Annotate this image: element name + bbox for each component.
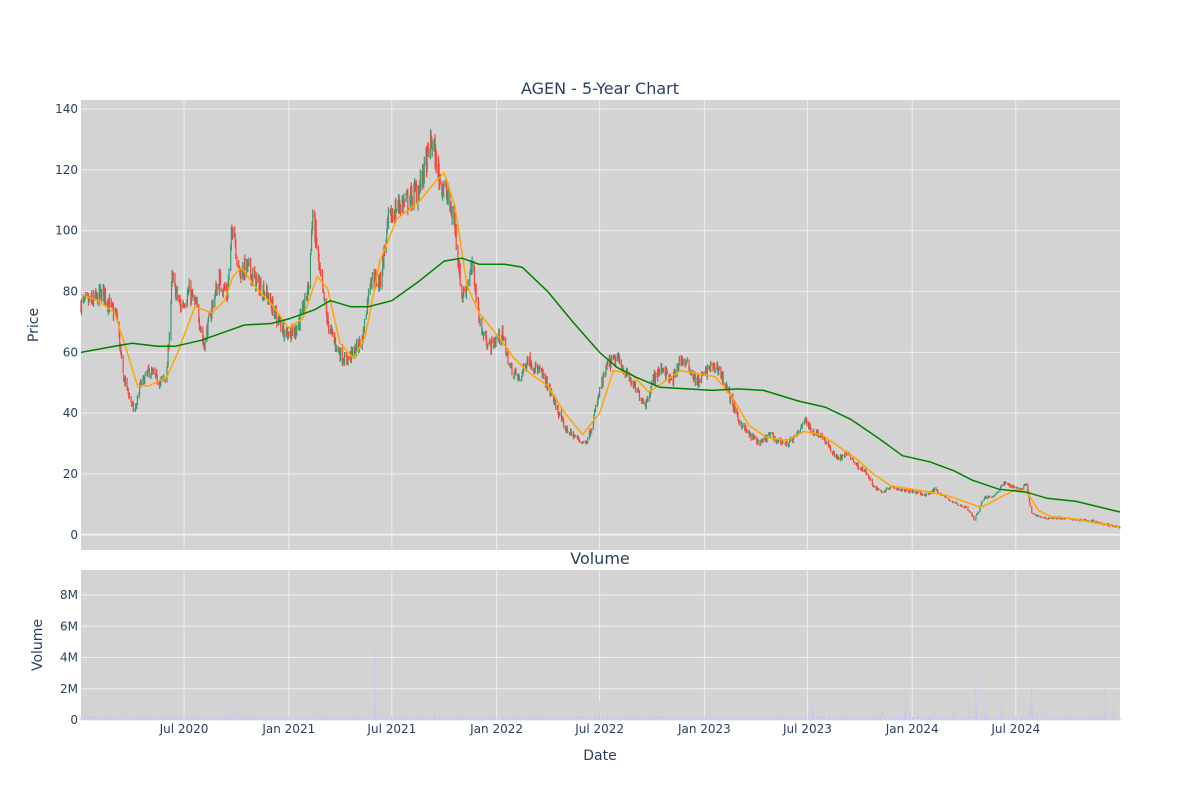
price-axis-label: Price (26, 308, 42, 342)
price-tick-label: 40 (63, 406, 78, 420)
price-chart-title: AGEN - 5-Year Chart (521, 79, 679, 98)
price-tick-label: 100 (55, 224, 78, 238)
x-tick-label: Jul 2020 (159, 722, 209, 736)
moving-average-short-line (80, 171, 1121, 528)
price-plot-area (81, 100, 1120, 550)
candlestick-series (80, 128, 1121, 529)
x-tick-label: Jan 2024 (885, 722, 939, 736)
volume-axis-label: Volume (30, 619, 46, 671)
volume-tick-label: 8M (60, 588, 78, 602)
volume-plot-area (81, 570, 1120, 720)
price-tick-label: 120 (55, 163, 78, 177)
price-tick-label: 140 (55, 102, 78, 116)
x-tick-label: Jul 2024 (990, 722, 1040, 736)
volume-tick-label: 2M (60, 682, 78, 696)
x-tick-label: Jul 2022 (574, 722, 624, 736)
price-tick-label: 80 (63, 285, 78, 299)
chart-marks (80, 128, 1121, 720)
volume-tick-label: 4M (60, 651, 78, 665)
x-tick-label: Jul 2021 (366, 722, 416, 736)
chart-grid (81, 100, 1120, 721)
price-tick-label: 60 (63, 345, 78, 359)
x-tick-label: Jan 2022 (469, 722, 523, 736)
x-tick-label: Jul 2023 (782, 722, 832, 736)
volume-tick-label: 0 (70, 713, 78, 727)
price-tick-label: 0 (70, 528, 78, 542)
price-tick-label: 20 (63, 467, 78, 481)
volume-chart-title: Volume (570, 549, 630, 568)
volume-tick-label: 6M (60, 619, 78, 633)
volume-series (80, 646, 1121, 720)
moving-average-long-line (80, 257, 1121, 513)
x-tick-label: Jan 2023 (677, 722, 731, 736)
x-axis-label: Date (583, 748, 616, 764)
x-tick-label: Jan 2021 (261, 722, 315, 736)
